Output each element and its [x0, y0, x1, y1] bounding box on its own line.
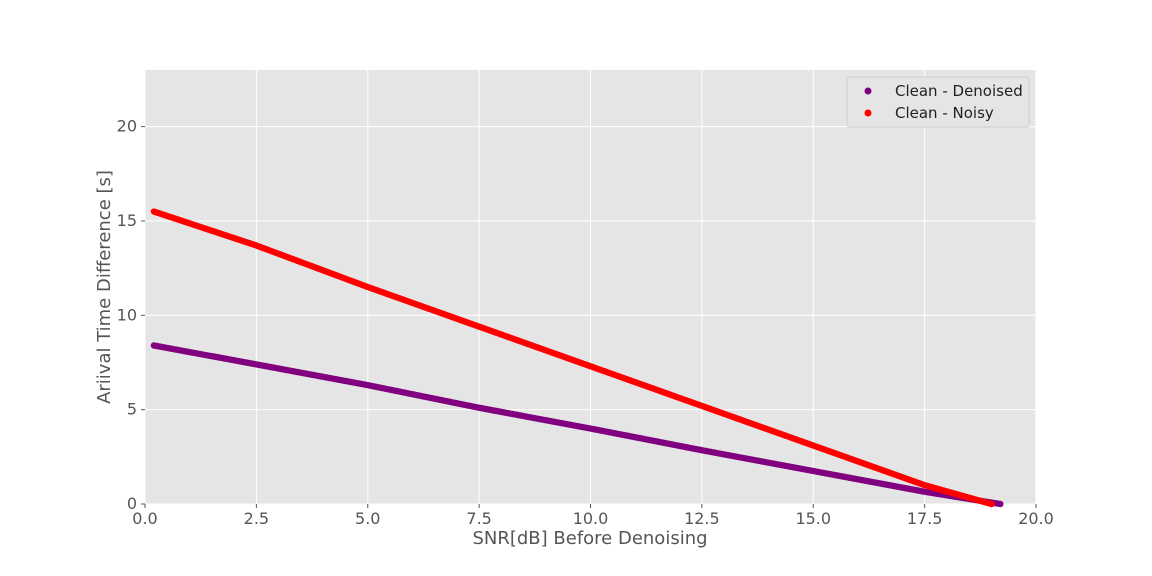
y-tick-label: 10 — [117, 305, 137, 324]
x-tick-label: 15.0 — [795, 509, 831, 528]
legend-marker-clean-noisy — [864, 109, 872, 117]
x-axis-label: SNR[dB] Before Denoising — [472, 528, 707, 549]
y-tick-label: 20 — [117, 117, 137, 136]
y-tick-label: 5 — [127, 400, 137, 419]
x-tick-label: 5.0 — [355, 509, 380, 528]
legend-label-clean-denoised: Clean - Denoised — [895, 82, 1023, 100]
point-clean-denoised — [997, 500, 1004, 508]
x-tick-label: 10.0 — [573, 509, 609, 528]
y-tick-label: 15 — [117, 211, 137, 230]
x-tick-label: 7.5 — [466, 509, 491, 528]
x-tick-label: 0.0 — [132, 509, 157, 528]
axis-ticks: 0.0 2.5 5.0 7.5 10.0 12.5 15.0 17.5 20.0 0 5 10 15 20 — [117, 117, 1054, 528]
legend: Clean - Denoised Clean - Noisy — [846, 76, 1030, 128]
y-axis-label: Ariival Time Difference [s] — [94, 170, 115, 404]
x-tick-label: 20.0 — [1018, 509, 1054, 528]
legend-label-clean-noisy: Clean - Noisy — [895, 104, 994, 122]
legend-marker-clean-denoised — [864, 87, 872, 95]
data-points — [150, 208, 1004, 508]
x-tick-label: 2.5 — [244, 509, 269, 528]
y-tick-label: 0 — [127, 494, 137, 513]
point-clean-noisy — [988, 500, 995, 508]
x-tick-label: 17.5 — [907, 509, 943, 528]
x-tick-label: 12.5 — [684, 509, 720, 528]
legend-box — [846, 76, 1030, 128]
